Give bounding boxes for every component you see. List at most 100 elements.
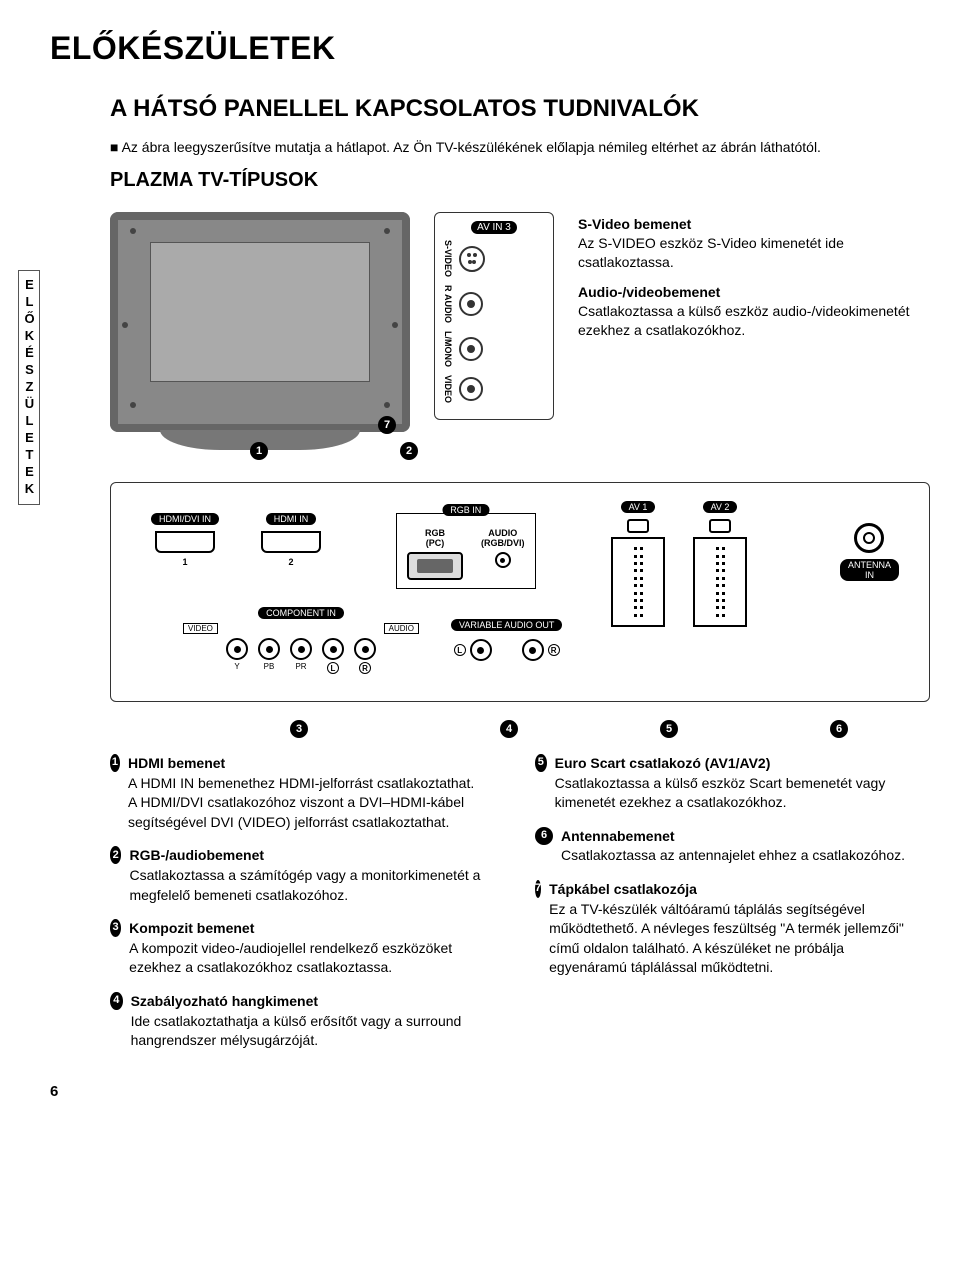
item-4-heading: Szabályozható hangkimenet	[131, 993, 318, 1009]
varout-r-jack-icon	[522, 639, 544, 661]
item-4: 4 Szabályozható hangkimenet Ide csatlako…	[110, 992, 495, 1051]
hdmi-port-icon	[261, 531, 321, 553]
item-2-text: Csatlakoztassa a számítógép vagy a monit…	[129, 866, 495, 905]
note-text: Az ábra leegyszerűsítve mutatja a hátlap…	[110, 139, 920, 155]
callout-1: 1	[250, 442, 268, 460]
antenna-port-icon	[854, 523, 884, 553]
item-2: 2 RGB-/audiobemenet Csatlakoztassa a szá…	[110, 846, 495, 905]
video-label: VIDEO	[443, 375, 453, 403]
r-jack-icon	[354, 638, 376, 660]
varout-label: VARIABLE AUDIO OUT	[451, 619, 562, 631]
item-3: 3 Kompozit bemenet A kompozit video-/aud…	[110, 919, 495, 978]
item-1-text: A HDMI IN bemenethez HDMI-jelforrást csa…	[128, 774, 495, 833]
svideo-port-icon	[459, 246, 485, 272]
component-box: COMPONENT IN VIDEO AUDIO Y PB PR L R	[171, 603, 431, 674]
variable-audio-out: VARIABLE AUDIO OUT L R	[451, 615, 562, 661]
scart-group: AV 1 AV 2	[611, 501, 747, 627]
item-2-heading: RGB-/audiobemenet	[129, 847, 264, 863]
callout-5: 5	[660, 720, 678, 738]
main-title: ELŐKÉSZÜLETEK	[50, 30, 920, 67]
right-column: 5 Euro Scart csatlakozó (AV1/AV2) Csatla…	[535, 754, 920, 1065]
num-1: 1	[110, 754, 120, 772]
scart-av2-icon	[693, 537, 747, 627]
item-4-text: Ide csatlakoztathatja a külső erősítőt v…	[131, 1012, 495, 1051]
hdmi-dvi-port-icon	[155, 531, 215, 553]
component-label: COMPONENT IN	[258, 607, 344, 619]
audio-rgbdvi-jack-icon	[495, 552, 511, 568]
item-7-heading: Tápkábel csatlakozója	[549, 881, 697, 897]
av-in-panel: AV IN 3 S-VIDEO R AUDIO L/MONO VIDEO	[434, 212, 554, 420]
av-in-label: AV IN 3	[471, 221, 517, 234]
av-heading: Audio-/videobemenet	[578, 284, 920, 300]
item-5-heading: Euro Scart csatlakozó (AV1/AV2)	[555, 755, 771, 771]
num-3: 3	[110, 919, 121, 937]
item-3-heading: Kompozit bemenet	[129, 920, 254, 936]
comp-audio-label: AUDIO	[384, 623, 419, 634]
callout-3: 3	[290, 720, 308, 738]
lmono-jack-icon	[459, 337, 483, 361]
audio-jack-icon	[459, 292, 483, 316]
callout-4: 4	[500, 720, 518, 738]
item-7-text: Ez a TV-készülék váltóáramú táplálás seg…	[549, 900, 920, 978]
svideo-heading: S-Video bemenet	[578, 216, 920, 232]
comp-video-label: VIDEO	[183, 623, 218, 634]
section-title: PLAZMA TV-TÍPUSOK	[110, 169, 920, 192]
antenna-label: ANTENNA IN	[840, 559, 899, 581]
side-tab: ELŐKÉSZÜLETEK	[18, 270, 40, 505]
num-7: 7	[535, 880, 541, 898]
varout-l: L	[454, 644, 466, 656]
varout-l-jack-icon	[470, 639, 492, 661]
callout-7: 7	[378, 416, 396, 434]
r-label: R	[359, 662, 371, 674]
pr-label: PR	[290, 662, 312, 671]
audio-rgbdvi-label: AUDIO (RGB/DVI)	[481, 528, 525, 548]
scart-av1-icon	[611, 537, 665, 627]
item-3-text: A kompozit video-/audiojellel rendelkező…	[129, 939, 495, 978]
rgb-frame: RGB IN RGB (PC) AUDIO (RGB/DVI)	[396, 513, 536, 589]
av-text: Csatlakoztassa a külső eszköz audio-/vid…	[578, 302, 920, 340]
hdmi-label: HDMI IN	[266, 513, 317, 525]
hdmi-1-label: 1	[183, 557, 188, 567]
item-6-text: Csatlakoztassa az antennajelet ehhez a c…	[561, 846, 905, 866]
av1-label: AV 1	[621, 501, 656, 513]
num-2: 2	[110, 846, 121, 864]
svideo-text: Az S-VIDEO eszköz S-Video kimenetét ide …	[578, 234, 920, 272]
tv-back-illustration	[110, 212, 410, 432]
callout-2: 2	[400, 442, 418, 460]
video-jack-icon	[459, 377, 483, 401]
item-5-text: Csatlakoztassa a külső eszköz Scart beme…	[555, 774, 920, 813]
left-column: 1 HDMI bemenet A HDMI IN bemenethez HDMI…	[110, 754, 495, 1065]
item-6: 6 Antennabemenet Csatlakoztassa az anten…	[535, 827, 920, 866]
item-1: 1 HDMI bemenet A HDMI IN bemenethez HDMI…	[110, 754, 495, 832]
l-label: L	[327, 662, 339, 674]
svideo-label: S-VIDEO	[443, 240, 453, 277]
rgb-in-label: RGB IN	[442, 504, 489, 516]
rgb-pc-label: RGB (PC)	[425, 528, 445, 548]
y-jack-icon	[226, 638, 248, 660]
pr-jack-icon	[290, 638, 312, 660]
bottom-callouts: 3 4 5 6	[110, 720, 930, 746]
item-6-heading: Antennabemenet	[561, 828, 675, 844]
av2-label: AV 2	[703, 501, 738, 513]
top-callouts: 7 1 2	[110, 442, 920, 472]
num-4: 4	[110, 992, 123, 1010]
pb-label: PB	[258, 662, 280, 671]
item-1-heading: HDMI bemenet	[128, 755, 225, 771]
audio-label: R AUDIO	[443, 285, 453, 323]
pb-jack-icon	[258, 638, 280, 660]
hdmi-dvi-label: HDMI/DVI IN	[151, 513, 219, 525]
rgb-port-icon	[407, 552, 463, 580]
y-label: Y	[226, 662, 248, 671]
item-5: 5 Euro Scart csatlakozó (AV1/AV2) Csatla…	[535, 754, 920, 813]
item-7: 7 Tápkábel csatlakozója Ez a TV-készülék…	[535, 880, 920, 978]
callout-6: 6	[830, 720, 848, 738]
antenna-group: ANTENNA IN	[840, 523, 899, 587]
hdmi-2-label: 2	[288, 557, 293, 567]
num-5: 5	[535, 754, 547, 772]
l-jack-icon	[322, 638, 344, 660]
page-number: 6	[50, 1083, 920, 1100]
lmono-label: L/MONO	[443, 331, 453, 367]
side-description: S-Video bemenet Az S-VIDEO eszköz S-Vide…	[578, 216, 920, 352]
num-6: 6	[535, 827, 553, 845]
sub-title: A HÁTSÓ PANELLEL KAPCSOLATOS TUDNIVALÓK	[110, 95, 920, 123]
